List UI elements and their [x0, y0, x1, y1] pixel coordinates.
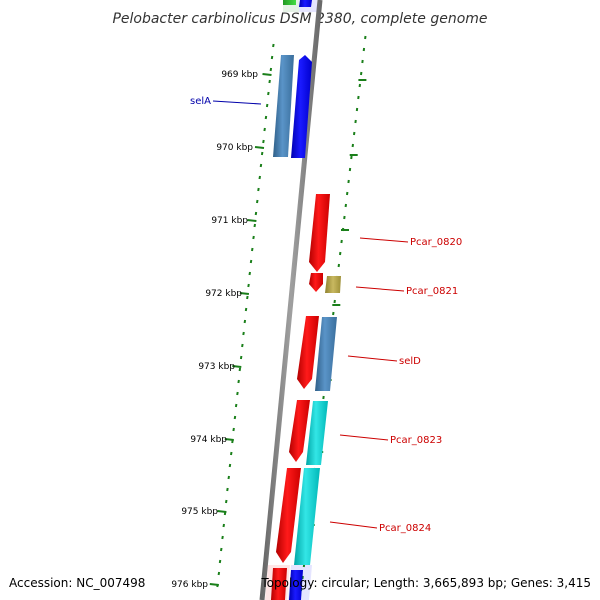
tick-label-971: 971 kbp	[211, 216, 248, 226]
ruler-major-tick	[239, 292, 250, 295]
ruler-minor-tick	[265, 103, 269, 108]
ruler-minor-tick	[222, 523, 225, 528]
ruler-minor-tick	[230, 451, 233, 456]
tick-label-970: 970 kbp	[216, 143, 253, 153]
gene-top-green[interactable]	[283, 0, 296, 5]
gene-red-975[interactable]	[276, 468, 301, 563]
gene-bottom-red[interactable]	[271, 568, 287, 600]
ruler-minor-tick	[246, 295, 249, 300]
topology-text: Topology: circular; Length: 3,665,893 bp…	[260, 576, 591, 590]
ruler-minor-tick	[269, 67, 273, 72]
ruler-minor-tick	[217, 571, 221, 576]
ruler-minor-tick	[242, 331, 245, 336]
gene-label-sela[interactable]: selA	[190, 96, 211, 107]
ruler-minor-tick	[221, 535, 224, 540]
gene-label-pcar-0823[interactable]: Pcar_0823	[390, 435, 442, 446]
tick-label-976: 976 kbp	[171, 580, 208, 590]
ruler-minor-tick	[253, 223, 256, 228]
ruler-minor-tick	[239, 355, 243, 360]
ruler-minor-tick	[254, 211, 258, 216]
ruler-minor-tick	[234, 403, 238, 408]
ruler-minor-tick	[227, 475, 230, 480]
tick-label-972: 972 kbp	[205, 289, 242, 299]
gene-features	[271, 0, 341, 600]
gene-top-blue[interactable]	[299, 0, 312, 7]
gene-pcar-0824[interactable]	[294, 468, 320, 565]
tick-label-969: 969 kbp	[221, 70, 258, 80]
genome-backbone	[259, 0, 323, 600]
ruler-minor-tick	[259, 163, 263, 168]
ruler-minor-tick	[236, 391, 239, 396]
ruler-minor-tick	[232, 427, 235, 432]
ruler-minor-tick	[225, 499, 228, 504]
gene-blue-969[interactable]	[291, 55, 312, 158]
tick-label-973: 973 kbp	[198, 362, 235, 372]
ruler-minor-tick	[248, 271, 251, 276]
ruler-minor-tick	[257, 187, 260, 192]
ruler-major-tick	[232, 365, 242, 368]
ruler-minor-tick	[256, 199, 259, 204]
ruler-minor-tick	[264, 115, 268, 120]
ruler-minor-tick	[270, 55, 274, 60]
gene-label-pcar-0820[interactable]: Pcar_0820	[410, 237, 462, 248]
ruler-minor-tick	[220, 547, 223, 552]
gene-red-974[interactable]	[289, 400, 310, 462]
ruler-minor-tick	[263, 127, 266, 132]
tick-label-974: 974 kbp	[190, 435, 227, 445]
ruler-major-ticks	[209, 73, 272, 586]
gene-label-pcar-0824[interactable]: Pcar_0824	[379, 523, 431, 534]
label-leaders	[212, 100, 409, 529]
ruler-minor-tick	[237, 379, 240, 384]
gene-bottom-blue[interactable]	[289, 570, 303, 600]
gene-red-973[interactable]	[297, 316, 319, 389]
ruler-minor-tick	[238, 367, 242, 372]
ruler-minor-tick	[258, 175, 261, 180]
ruler-major-tick	[247, 219, 257, 222]
ruler-minor-tick	[218, 559, 222, 564]
ruler-minor-tick	[252, 235, 255, 240]
ruler-minor-tick	[262, 139, 265, 144]
ruler-minor-tick	[272, 43, 275, 48]
ruler-minor-tick	[233, 415, 237, 420]
ruler-major-tick	[217, 510, 227, 513]
ruler-minor-tick	[268, 79, 271, 84]
ruler-minor-ticks	[216, 43, 275, 588]
gene-pcar-0820[interactable]	[309, 194, 330, 272]
tick-label-975: 975 kbp	[181, 507, 218, 517]
ruler-minor-tick	[251, 247, 254, 252]
accession-text: Accession: NC_007498	[9, 576, 145, 590]
ruler-minor-tick	[241, 343, 244, 348]
gene-label-seld[interactable]: selD	[399, 356, 421, 367]
ruler-major-tick	[224, 438, 234, 441]
ruler-minor-tick	[267, 91, 270, 96]
ruler-major-tick	[209, 583, 219, 586]
gene-pcar-0821-red[interactable]	[309, 273, 323, 292]
ruler-minor-tick	[260, 151, 264, 156]
ruler-minor-tick	[226, 487, 229, 492]
ruler-major-tick	[262, 73, 272, 76]
gene-seld[interactable]	[315, 317, 337, 391]
map-title: Pelobacter carbinolicus DSM 2380, comple…	[112, 11, 487, 27]
gene-label-pcar-0821[interactable]: Pcar_0821	[406, 286, 458, 297]
gene-pcar-0823[interactable]	[306, 401, 328, 465]
ruler-labels: 969 kbp 970 kbp 971 kbp 972 kbp 973 kbp …	[171, 70, 258, 590]
ruler-major-tick	[254, 146, 265, 149]
ruler-minor-tick	[249, 259, 253, 264]
ruler-minor-tick	[228, 463, 232, 468]
gene-labels: selA Pcar_0820 Pcar_0821 selD Pcar_0823 …	[190, 96, 462, 534]
ruler-minor-tick	[244, 307, 248, 312]
ruler-minor-tick	[247, 283, 250, 288]
gene-pcar-0821[interactable]	[325, 276, 341, 293]
gene-sela[interactable]	[273, 55, 294, 157]
ruler-minor-tick	[243, 319, 247, 324]
